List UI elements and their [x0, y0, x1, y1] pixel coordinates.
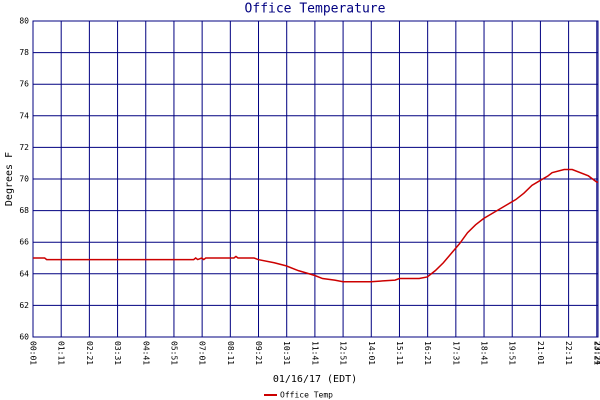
x-tick-label: 17:31 — [451, 341, 460, 365]
y-tick-label: 64 — [19, 269, 29, 278]
x-tick-label: 23:24 — [594, 341, 600, 365]
x-tick-label: 04:41 — [141, 341, 150, 365]
x-tick-label: 07:01 — [198, 341, 207, 365]
y-tick-label: 76 — [19, 80, 29, 89]
x-tick-label: 01:11 — [57, 341, 66, 365]
y-tick-label: 74 — [19, 111, 29, 120]
x-axis-label: 01/16/17 (EDT) — [273, 374, 357, 385]
x-tick-label: 12:51 — [339, 341, 348, 365]
y-axis-label: Degrees F — [4, 152, 15, 206]
x-tick-label: 08:11 — [226, 341, 235, 365]
x-tick-label: 03:31 — [113, 341, 122, 365]
y-tick-label: 72 — [19, 143, 29, 152]
chart-title: Office Temperature — [245, 2, 386, 17]
x-tick-label: 10:31 — [282, 341, 291, 365]
x-tick-label: 15:11 — [395, 341, 404, 365]
y-tick-label: 68 — [19, 206, 29, 215]
x-tick-label: 23:21 — [592, 341, 600, 365]
y-tick-label: 78 — [19, 48, 29, 57]
y-tick-label: 60 — [19, 333, 29, 342]
plot-border — [32, 20, 599, 338]
x-tick-label: 05:51 — [169, 341, 178, 365]
y-tick-label: 62 — [19, 301, 29, 310]
data-line — [33, 168, 598, 283]
y-tick-label: 70 — [19, 175, 29, 184]
y-tick-label: 80 — [19, 17, 29, 26]
y-tick-label: 66 — [19, 238, 29, 247]
x-tick-label: 18:41 — [480, 341, 489, 365]
legend-label: Office Temp — [280, 391, 333, 400]
x-tick-label: 21:01 — [536, 341, 545, 365]
x-tick-label: 09:21 — [254, 341, 263, 365]
x-tick-label: 19:51 — [508, 341, 517, 365]
x-tick-label: 11:41 — [310, 341, 319, 365]
x-tick-label: 14:01 — [367, 341, 376, 365]
x-tick-label: 00:01 — [29, 341, 38, 365]
x-tick-label: 02:21 — [85, 341, 94, 365]
x-tick-label: 16:21 — [423, 341, 432, 365]
x-tick-label: 22:11 — [564, 341, 573, 365]
